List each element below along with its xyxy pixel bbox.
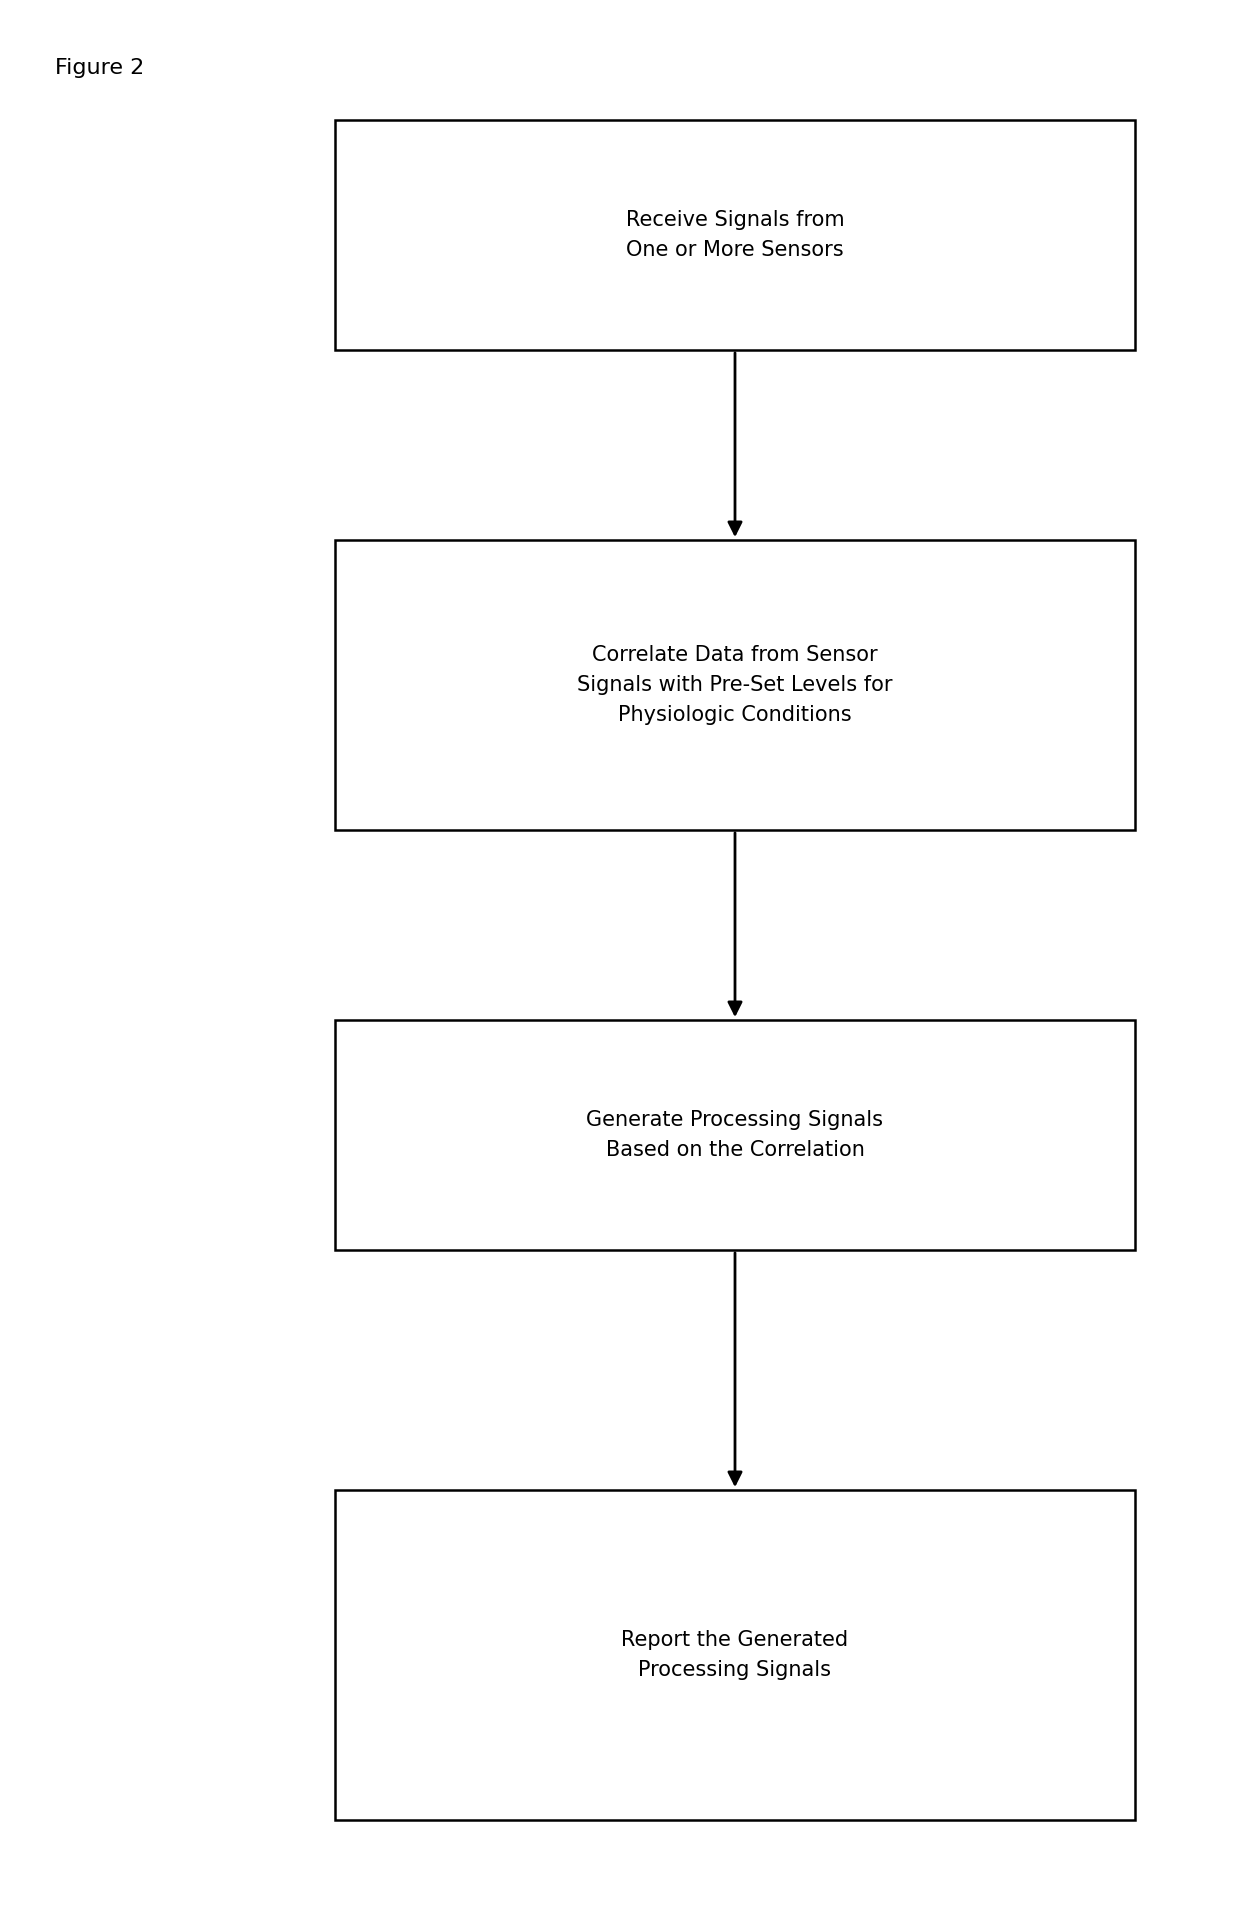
Text: Receive Signals from
One or More Sensors: Receive Signals from One or More Sensors bbox=[626, 209, 844, 259]
Bar bbox=[335, 1020, 1135, 1251]
Text: Figure 2: Figure 2 bbox=[55, 58, 144, 79]
Bar bbox=[335, 540, 1135, 830]
Text: Correlate Data from Sensor
Signals with Pre-Set Levels for
Physiologic Condition: Correlate Data from Sensor Signals with … bbox=[578, 645, 893, 724]
Text: Generate Processing Signals
Based on the Correlation: Generate Processing Signals Based on the… bbox=[587, 1110, 883, 1160]
Text: Report the Generated
Processing Signals: Report the Generated Processing Signals bbox=[621, 1631, 848, 1679]
Bar bbox=[335, 1491, 1135, 1819]
Bar bbox=[335, 119, 1135, 350]
